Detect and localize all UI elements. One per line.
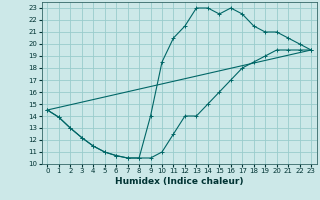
X-axis label: Humidex (Indice chaleur): Humidex (Indice chaleur) xyxy=(115,177,244,186)
